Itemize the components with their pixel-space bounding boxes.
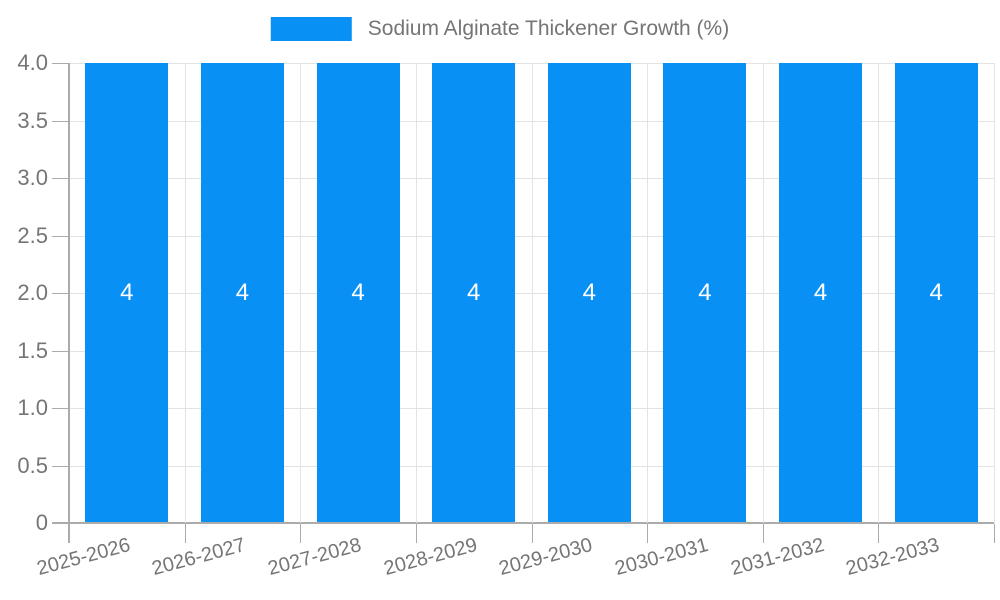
y-tick-label: 1.5 bbox=[17, 337, 48, 363]
y-tick-label: 0.5 bbox=[17, 452, 48, 478]
legend-label: Sodium Alginate Thickener Growth (%) bbox=[367, 17, 730, 40]
bar-value-label: 4 bbox=[235, 278, 250, 306]
y-tick-label: 2.5 bbox=[17, 222, 48, 248]
category-gridline bbox=[762, 63, 764, 523]
category-gridline bbox=[300, 63, 302, 523]
bar[interactable]: 4 bbox=[663, 63, 747, 522]
bar-value-label: 4 bbox=[582, 278, 596, 306]
y-tick bbox=[52, 293, 69, 294]
legend-swatch-icon bbox=[270, 17, 352, 41]
bar[interactable]: 4 bbox=[200, 63, 284, 522]
category-gridline bbox=[531, 63, 533, 523]
y-tick bbox=[52, 235, 69, 237]
x-tick bbox=[762, 524, 764, 543]
bar-value-label: 4 bbox=[351, 278, 365, 306]
bar-value-label: 4 bbox=[698, 278, 712, 306]
y-tick bbox=[52, 408, 69, 409]
bar[interactable]: 4 bbox=[85, 63, 169, 522]
category-gridline bbox=[647, 63, 649, 523]
y-tick-label: 2.0 bbox=[17, 280, 48, 305]
y-tick bbox=[52, 465, 69, 467]
x-axis-line bbox=[52, 522, 994, 524]
x-tick bbox=[878, 524, 880, 543]
y-tick-label: 0 bbox=[35, 510, 48, 535]
category-gridline bbox=[878, 63, 880, 523]
chart-legend[interactable]: Sodium Alginate Thickener Growth (%) bbox=[270, 17, 730, 41]
bar[interactable]: 4 bbox=[894, 63, 978, 522]
x-tick bbox=[531, 524, 533, 543]
bar[interactable]: 4 bbox=[316, 63, 400, 522]
y-tick-label: 3.5 bbox=[17, 107, 48, 133]
bar[interactable]: 4 bbox=[432, 63, 516, 522]
bar-value-label: 4 bbox=[467, 278, 481, 306]
x-tick bbox=[300, 524, 302, 543]
bar-value-label: 4 bbox=[929, 278, 943, 306]
x-tick bbox=[647, 524, 649, 543]
category-gridline bbox=[184, 63, 186, 523]
y-tick bbox=[52, 63, 69, 64]
y-axis-line bbox=[68, 63, 70, 543]
x-tick bbox=[994, 524, 995, 543]
y-tick bbox=[52, 350, 69, 352]
y-tick bbox=[52, 178, 69, 179]
category-gridline bbox=[994, 63, 995, 523]
x-tick bbox=[184, 524, 186, 543]
bar-value-label: 4 bbox=[120, 278, 134, 306]
y-tick bbox=[52, 120, 69, 122]
bar-value-label: 4 bbox=[813, 278, 828, 306]
bar[interactable]: 4 bbox=[547, 63, 631, 522]
x-tick bbox=[415, 524, 417, 543]
y-tick-label: 3.0 bbox=[17, 165, 48, 190]
y-tick-label: 4.0 bbox=[17, 50, 48, 75]
category-gridline bbox=[415, 63, 417, 523]
bar[interactable]: 4 bbox=[779, 63, 863, 522]
y-tick-label: 1.0 bbox=[17, 395, 48, 420]
